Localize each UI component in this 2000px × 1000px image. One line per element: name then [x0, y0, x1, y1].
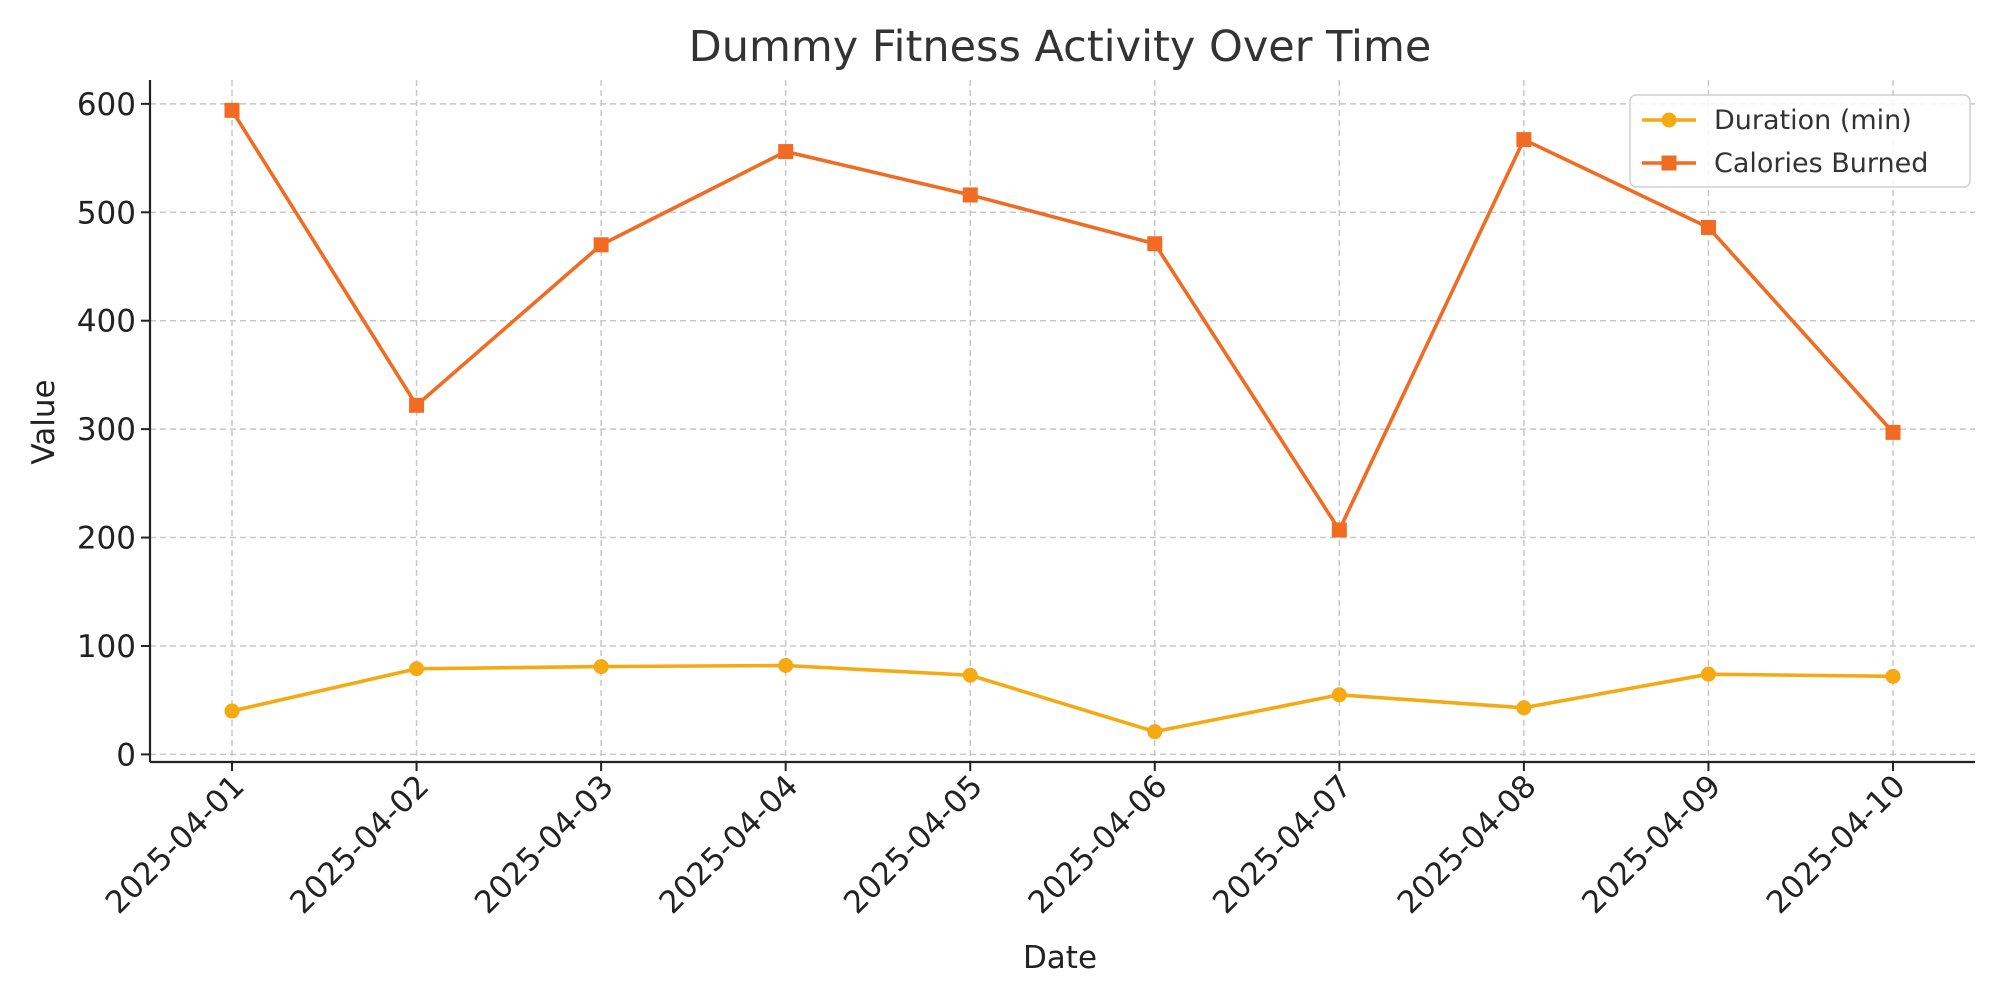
y-tick-label: 0 — [116, 737, 136, 773]
x-tick-label: 2025-04-03 — [468, 768, 621, 921]
data-point — [1331, 687, 1347, 703]
y-tick-label: 600 — [77, 87, 136, 123]
x-tick-label: 2025-04-01 — [99, 768, 252, 921]
x-tick-label: 2025-04-06 — [1022, 768, 1175, 921]
legend-marker — [1661, 155, 1677, 171]
chart-title: Dummy Fitness Activity Over Time — [689, 22, 1432, 72]
data-point — [1147, 236, 1163, 252]
x-tick-label: 2025-04-07 — [1206, 768, 1359, 921]
data-point — [778, 144, 794, 160]
series-line — [231, 663, 1894, 734]
legend-label: Duration (min) — [1714, 105, 1912, 136]
x-tick-label: 2025-04-05 — [837, 768, 990, 921]
data-point — [1331, 522, 1347, 538]
series-line — [230, 109, 1895, 532]
y-tick-label: 300 — [77, 412, 136, 448]
series-calories — [224, 102, 1901, 538]
x-axis-label: Date — [1023, 940, 1097, 976]
y-tick-label: 100 — [77, 629, 136, 665]
data-point — [962, 187, 978, 203]
data-point — [593, 659, 609, 675]
data-point — [1700, 219, 1716, 235]
x-tick-label: 2025-04-08 — [1391, 768, 1544, 921]
data-point — [1516, 132, 1532, 148]
data-point — [224, 703, 240, 719]
legend-label: Calories Burned — [1714, 148, 1928, 179]
data-point — [778, 658, 794, 674]
data-point — [1885, 424, 1901, 440]
x-tick-label: 2025-04-04 — [652, 768, 805, 921]
x-tick-label: 2025-04-09 — [1575, 768, 1728, 921]
axes — [141, 80, 1975, 771]
data-point — [1147, 724, 1163, 740]
data-point — [593, 237, 609, 253]
legend-box — [1629, 94, 1971, 188]
x-tick-label: 2025-04-10 — [1760, 768, 1913, 921]
data-point — [1700, 666, 1716, 682]
legend-marker — [1661, 112, 1677, 128]
x-tick-label: 2025-04-02 — [283, 768, 436, 921]
data-point — [962, 667, 978, 683]
y-axis-label: Value — [26, 379, 62, 464]
y-tick-label: 500 — [77, 195, 136, 231]
grid — [150, 80, 1975, 762]
series-duration — [224, 658, 1901, 740]
legend-item: Calories Burned — [1642, 148, 1928, 179]
y-tick-label: 400 — [77, 304, 136, 340]
legend-item: Duration (min) — [1642, 105, 1912, 136]
y-tick-label: 200 — [77, 521, 136, 557]
data-point — [1516, 700, 1532, 716]
data-point — [409, 397, 425, 413]
data-point — [224, 102, 240, 118]
legend: Duration (min) Calories Burned — [1629, 94, 1971, 188]
series-group — [224, 102, 1901, 740]
data-point — [1885, 668, 1901, 684]
data-point — [409, 661, 425, 677]
